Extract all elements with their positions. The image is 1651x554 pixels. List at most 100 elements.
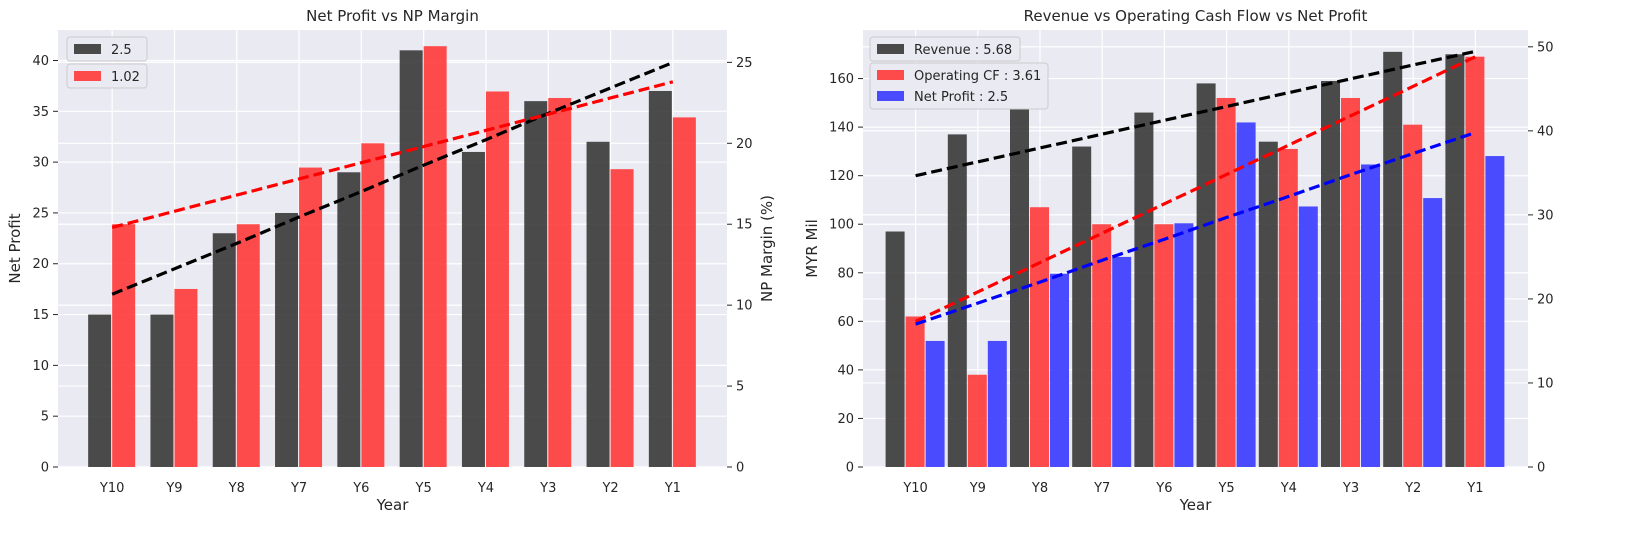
chart-title: Net Profit vs NP Margin [306, 7, 479, 25]
y-right-tick-label: 20 [736, 137, 753, 152]
bar [485, 91, 509, 468]
legend-swatch [877, 44, 904, 54]
y-tick-label: 60 [837, 315, 854, 330]
bar [1423, 198, 1443, 468]
y-tick-label: 40 [32, 54, 49, 69]
trendline-2 [914, 55, 1477, 323]
y-right-tick-label: 20 [1537, 292, 1554, 307]
bar [905, 316, 925, 467]
legend-box [869, 36, 1021, 62]
series-2 [112, 46, 696, 468]
bar [1383, 51, 1403, 467]
bar [672, 117, 696, 468]
x-tick-label: Y10 [99, 481, 124, 496]
x-tick-label: Y8 [228, 481, 245, 496]
trendline-3 [915, 131, 1476, 326]
chart-title: Revenue vs Operating Cash Flow vs Net Pr… [1024, 7, 1368, 25]
x-tick-label: Y4 [1280, 481, 1297, 496]
series-1 [885, 51, 1465, 468]
y-tick-label: 10 [32, 359, 49, 374]
legend-swatch [877, 70, 904, 80]
y-tick-label: 5 [41, 410, 49, 425]
x-axis-label: Year [376, 496, 410, 514]
bar [423, 46, 447, 468]
x-tick-label: Y5 [415, 481, 432, 496]
bar [1403, 124, 1423, 467]
bar [361, 143, 385, 467]
x-tick-label: Y1 [664, 481, 681, 496]
legend-label: 2.5 [111, 43, 132, 58]
y-tick-label: 120 [829, 169, 854, 184]
y-tick-label: 160 [829, 72, 854, 87]
bar [648, 90, 672, 467]
y-right-tick-label: 10 [736, 299, 753, 314]
y-tick-label: 25 [32, 206, 49, 221]
y-tick-label: 100 [829, 218, 854, 233]
bar [1174, 223, 1194, 467]
y-right-tick-label: 15 [736, 218, 753, 233]
y-tick-label: 30 [32, 156, 49, 171]
legend: Revenue : 5.68 Operating CF : 3.61 Net Pro… [869, 36, 1049, 110]
bar [1196, 83, 1216, 468]
bar [524, 101, 548, 468]
bar [337, 172, 361, 468]
y-tick-label: 40 [837, 363, 854, 378]
y-right-tick-label: 10 [1537, 376, 1554, 391]
x-tick-label: Y5 [1217, 481, 1234, 496]
bar [174, 288, 198, 467]
bar [1010, 93, 1029, 467]
x-tick-label: Y10 [902, 481, 927, 496]
bar [112, 224, 136, 467]
bar [1278, 148, 1298, 467]
y-tick-label: 0 [846, 461, 854, 476]
bar [1050, 273, 1069, 467]
legend-box [66, 63, 148, 89]
bar [1485, 156, 1505, 468]
bar [399, 50, 423, 467]
legend-box [869, 62, 1049, 110]
x-tick-label: Y3 [539, 481, 556, 496]
x-tick-label: Y4 [477, 481, 494, 496]
x-tick-label: Y7 [290, 481, 307, 496]
bar [461, 151, 485, 467]
x-tick-label: Y9 [165, 481, 182, 496]
bar [1134, 112, 1154, 468]
bar [987, 340, 1007, 467]
bar [275, 212, 299, 467]
series-2 [905, 56, 1485, 467]
legend-label: 1.02 [111, 70, 140, 85]
bar [1341, 97, 1360, 467]
y-right-tick-label: 0 [736, 461, 744, 476]
bar [1361, 164, 1380, 467]
y-right-tick-label: 50 [1537, 40, 1554, 55]
bar [1236, 122, 1256, 467]
bar [548, 97, 572, 467]
bar [586, 141, 610, 467]
bar [88, 314, 112, 467]
bar [1154, 224, 1174, 467]
x-tick-label: Y6 [352, 481, 369, 496]
y-tick-label: 20 [837, 412, 854, 427]
bar [885, 231, 905, 467]
x-tick-label: Y3 [1342, 481, 1359, 496]
legend-label: Revenue : 5.68 [914, 43, 1012, 58]
series-1 [88, 50, 672, 468]
bar [1092, 224, 1112, 467]
trendline-1 [111, 61, 674, 296]
x-tick-label: Y7 [1093, 481, 1110, 496]
y-axis-label: Net Profit [6, 213, 24, 283]
bar [1298, 206, 1318, 467]
y-tick-label: 80 [837, 266, 854, 281]
legend-swatch [74, 71, 101, 81]
y-tick-label: 140 [829, 121, 854, 136]
bar [947, 134, 967, 467]
bar [236, 224, 260, 467]
legend-swatch [74, 44, 101, 54]
bar [1030, 207, 1049, 467]
bar [967, 374, 987, 467]
bar [1465, 56, 1485, 467]
y-tick-label: 35 [32, 105, 49, 120]
bar [1445, 54, 1465, 468]
legend-label: Net Profit : 2.5 [914, 90, 1008, 105]
y-right-tick-label: 5 [736, 380, 744, 395]
